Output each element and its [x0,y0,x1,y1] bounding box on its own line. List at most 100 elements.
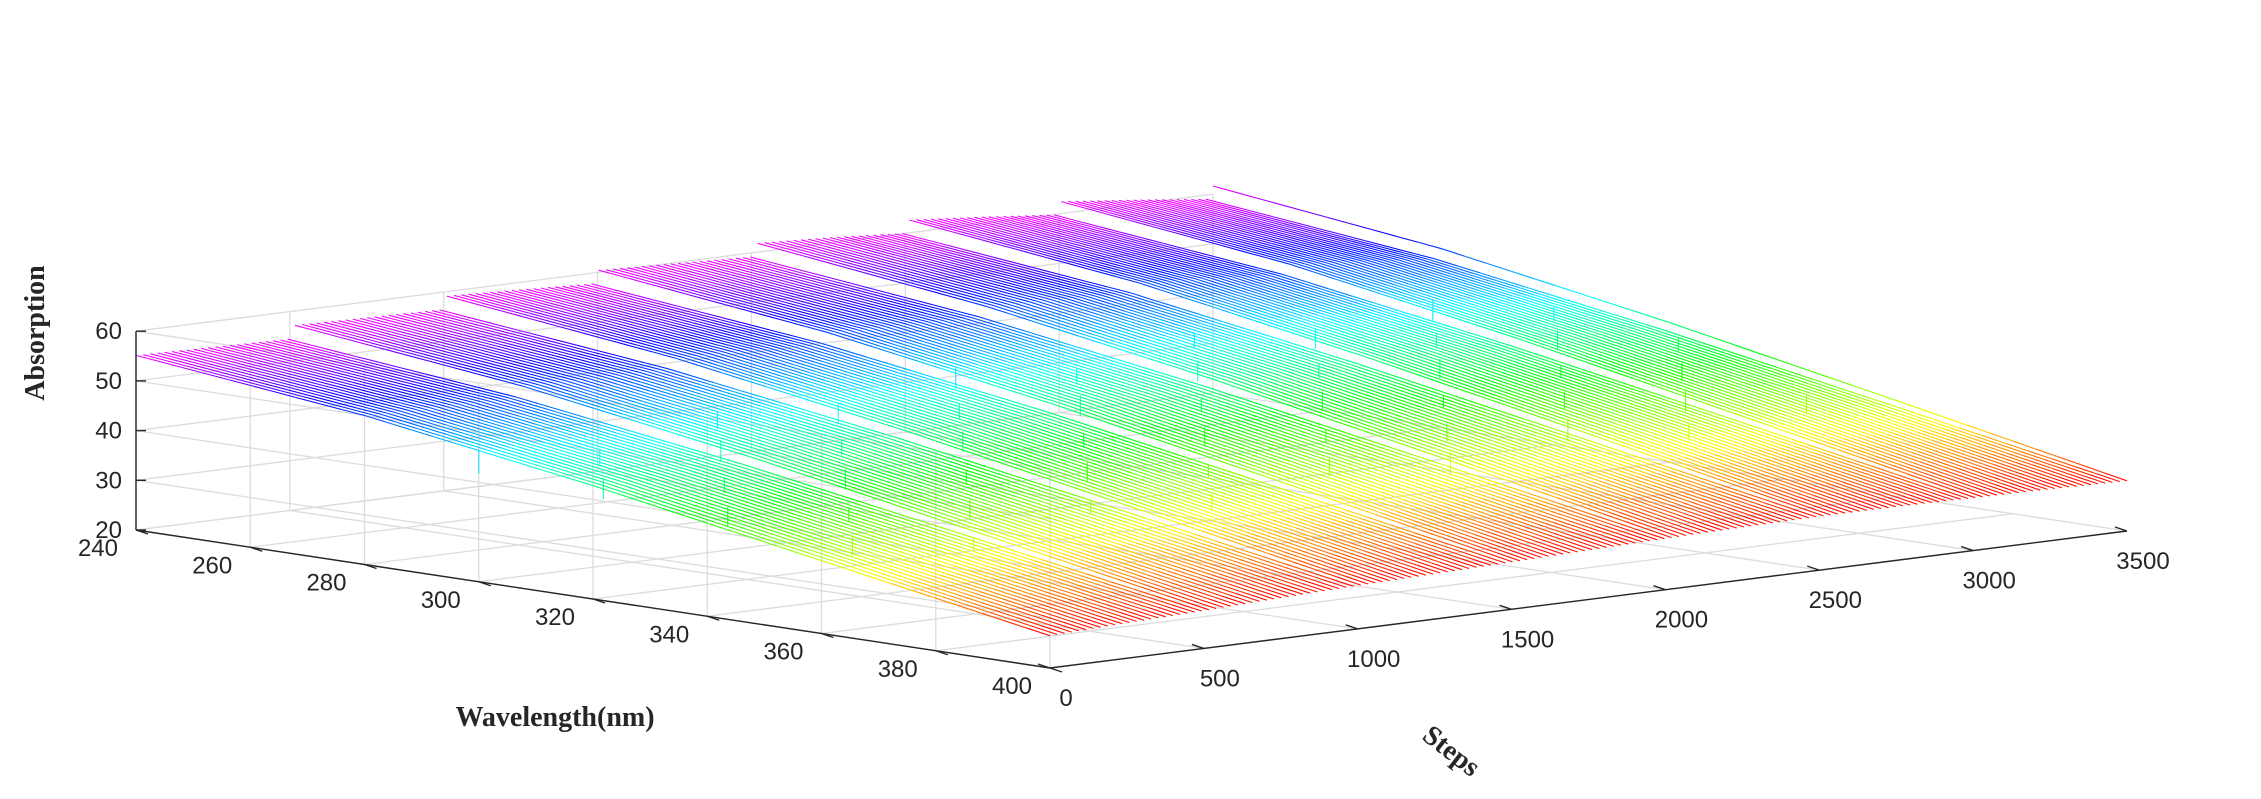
spectrum-61-seg-22 [1079,428,1103,438]
spectrum-48-seg-21 [962,432,986,442]
spectrum-115-seg-36 [1789,476,1813,486]
spectrum-56-seg-23 [1066,440,1090,450]
spectrum-138-seg-33 [1887,433,1911,443]
spectrum-127-seg-17 [1442,323,1466,333]
spectrum-134-seg-20 [1561,335,1585,345]
spectrum-145-seg-1 [1206,204,1230,212]
spectrum-43-seg-5 [560,326,585,334]
spectrum-137-seg-22 [1628,349,1652,359]
spectrum-32-seg-22 [869,461,894,471]
spectrum-85-seg-6 [887,292,911,300]
spectrum-48-seg-29 [1145,493,1169,503]
spectrum-63-seg-27 [1208,464,1232,473]
spectrum-128-seg-39 [1952,489,1976,499]
spectrum-74-seg-12 [944,338,969,347]
spectrum-31-seg-10 [588,377,612,387]
spectrum-35-seg-28 [1028,503,1052,513]
spectrum-56-seg-38 [1408,554,1433,564]
spectrum-106-seg-28 [1541,424,1565,434]
spectrum-101-seg-33 [1619,467,1644,476]
spectrum-68-seg-25 [1198,439,1222,449]
spectrum-46-seg-38 [1336,565,1360,575]
spectrum-55-seg-18 [944,404,968,413]
spectrum-31-seg-21 [839,455,863,465]
spectrum-132-seg-37 [1935,469,1959,480]
spectrum-97-seg-8 [1019,285,1043,293]
spectrum-86-seg-4 [848,267,873,276]
spectrum-145-seg-26 [1778,375,1802,385]
spectrum-53-seg-33 [1272,519,1297,529]
spectrum-85-seg-27 [1367,439,1391,448]
spectrum-62-seg-25 [1155,450,1179,459]
spectrum-123-seg-20 [1481,347,1506,357]
spectrum-101-seg-9 [1071,289,1095,297]
spectrum-97-seg-34 [1613,478,1638,488]
spectrum-110-seg-18 [1342,339,1366,349]
spectrum-32-seg-2 [412,329,437,337]
spectrum-69-seg-25 [1205,438,1229,448]
spectrum-144-seg-23 [1702,353,1726,363]
spectrum-149-seg-19 [1647,314,1671,324]
spectrum-148-seg-36 [2028,450,2052,460]
spectrum-92-seg-14 [1120,330,1144,339]
spectrum-122-seg-23 [1543,370,1567,380]
spectrum-109-seg-13 [1220,303,1244,312]
spectrum-35-seg-8 [571,362,595,370]
spectrum-70-seg-26 [1235,445,1260,455]
spectrum-71-seg-24 [1197,429,1221,439]
spectrum-57-seg-35 [1347,530,1371,540]
spectrum-129-seg-27 [1685,392,1709,402]
spectrum-82-seg-0 [728,258,752,266]
spectrum-102-seg-15 [1215,330,1240,339]
spectrum-114 [959,217,1875,511]
spectrum-78-seg-5 [813,291,838,299]
spectrum-73-seg-31 [1371,481,1396,491]
spectrum-113-seg-14 [1272,308,1296,318]
spectrum-53-seg-23 [1044,443,1068,453]
spectrum-100-seg-5 [972,265,997,273]
spectrum-83-seg-1 [758,263,782,271]
spectrum-140-seg-37 [1993,463,2017,473]
spectrum-79-seg-15 [1049,356,1073,365]
spectrum-48-seg-37 [1328,555,1352,565]
spectrum-42-seg-37 [1284,563,1309,572]
spectrum-98-seg-0 [844,236,868,244]
spectrum-108-seg-35 [1716,474,1740,484]
spectrum-102-seg-16 [1238,337,1262,347]
spectrum-117-seg-31 [1689,435,1714,445]
spectrum-54-seg-8 [708,336,733,345]
spectrum-72-seg-12 [930,340,954,349]
spectrum-57-seg-21 [1027,424,1051,434]
spectrum-72-seg-22 [1158,413,1183,422]
spectrum-76-seg-12 [959,337,983,346]
spectrum-87-seg-3 [833,260,857,269]
spectrum-144-seg-24 [1725,361,1749,370]
spectrum-134-seg-36 [1927,460,1951,470]
spectrum-120-seg-10 [1231,276,1255,285]
spectrum-93-seg-30 [1493,450,1517,460]
spectrum-120-seg-29 [1665,418,1690,427]
spectrum-147-seg-21 [1678,337,1702,346]
spectrum-146-seg-14 [1511,287,1535,296]
spectrum-51-seg-7 [664,333,688,341]
spectrum-85-seg-32 [1481,477,1505,486]
spectrum-108-seg-2 [962,231,986,240]
spectrum-95-seg-37 [1667,503,1692,513]
spectrum-116-seg-8 [1157,265,1181,273]
spectrum-80-seg-6 [851,295,875,303]
spectrum-58-seg-29 [1217,484,1241,493]
spectrum-57-seg-3 [616,304,640,312]
spectrum-99-seg-21 [1331,376,1355,386]
spectrum-56-seg-27 [1157,470,1181,480]
spectrum-138-seg-22 [1636,348,1660,358]
spectrum-113 [952,217,1867,511]
spectrum-126-seg-38 [1914,483,1939,493]
spectrum-66-seg-29 [1275,472,1299,482]
spectrum-58-seg-14 [874,374,899,383]
spectrum-45-seg-20 [918,427,942,437]
spectrum-89-seg-19 [1213,369,1237,378]
spectrum-114-seg-33 [1713,453,1738,463]
spectrum-140-seg-21 [1627,340,1651,349]
spectrum-76-seg-6 [822,298,846,306]
spectrum-139-seg-8 [1323,248,1347,256]
